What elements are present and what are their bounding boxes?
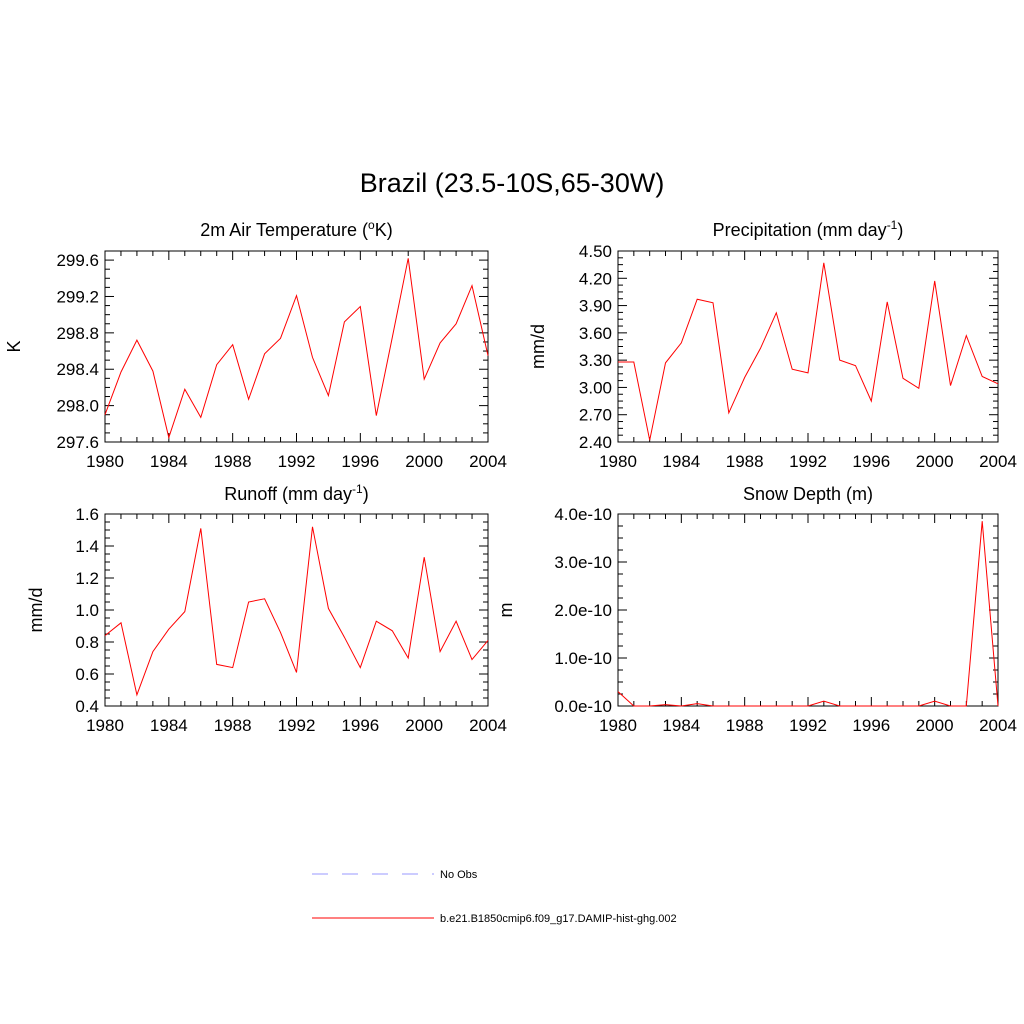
temperature-title: 2m Air Temperature (oK) — [200, 218, 392, 240]
temperature-ytick-label: 298.8 — [56, 324, 99, 343]
precipitation-ytick-label: 3.90 — [579, 297, 612, 316]
snow-depth-xtick-label: 1992 — [789, 716, 827, 735]
temperature-ytick-label: 298.4 — [56, 360, 99, 379]
runoff-xtick-label: 1988 — [214, 716, 252, 735]
snow-depth-ylabel: m — [496, 603, 516, 618]
temperature-xtick-label: 2004 — [469, 452, 507, 471]
precipitation-xtick-label: 1988 — [726, 452, 764, 471]
temperature-xtick-label: 1988 — [214, 452, 252, 471]
precipitation-xtick-label: 2000 — [916, 452, 954, 471]
snow-depth-xtick-label: 2004 — [979, 716, 1017, 735]
snow-depth-xtick-label: 1988 — [726, 716, 764, 735]
precipitation-xtick-label: 1996 — [852, 452, 890, 471]
runoff-ytick-label: 0.6 — [75, 665, 99, 684]
temperature-series-line — [104, 258, 489, 440]
temperature-xtick-label: 1984 — [150, 452, 188, 471]
panel-temperature: 1980 1984 1988 1992 1996 2000 2004 297.6 298.0 29… — [4, 218, 507, 471]
runoff-ytick-label: 1.4 — [75, 537, 99, 556]
runoff-xtick-label: 1992 — [278, 716, 316, 735]
snow-depth-title: Snow Depth (m) — [743, 484, 873, 504]
figure-title: Brazil (23.5-10S,65-30W) — [359, 168, 665, 198]
snow-depth-ytick-label: 4.0e-10 — [554, 505, 612, 524]
precipitation-ytick-label: 3.60 — [579, 324, 612, 343]
temperature-xtick-label: 1996 — [341, 452, 379, 471]
precipitation-xtick-label: 1984 — [662, 452, 700, 471]
snow-depth-ytick-label: 0.0e-10 — [554, 697, 612, 716]
panel-precipitation: 1980 1984 1988 1992 1996 2000 2004 2.40 2.70 3.00… — [528, 218, 1017, 471]
temperature-xtick-label: 1980 — [86, 452, 124, 471]
runoff-ylabel: mm/d — [26, 588, 46, 633]
runoff-ytick-label: 0.8 — [75, 633, 99, 652]
snow-depth-series-line — [617, 521, 999, 707]
precipitation-series-line — [618, 262, 999, 441]
precipitation-ytick-label: 2.70 — [579, 406, 612, 425]
snow-depth-xtick-label: 1984 — [662, 716, 700, 735]
temperature-ylabel: K — [4, 340, 24, 352]
runoff-ytick-label: 1.2 — [75, 569, 99, 588]
runoff-ytick-label: 1.6 — [75, 505, 99, 524]
snow-depth-ytick-label: 1.0e-10 — [554, 649, 612, 668]
snow-depth-ytick-label: 3.0e-10 — [554, 553, 612, 572]
precipitation-ytick-label: 2.40 — [579, 433, 612, 452]
precipitation-ytick-label: 4.50 — [579, 242, 612, 261]
temperature-ytick-label: 299.2 — [56, 287, 99, 306]
temperature-ytick-label: 299.6 — [56, 251, 99, 270]
precipitation-ytick-label: 4.20 — [579, 269, 612, 288]
snow-depth-ytick-label: 2.0e-10 — [554, 601, 612, 620]
precipitation-xtick-label: 1992 — [789, 452, 827, 471]
temperature-ytick-label: 298.0 — [56, 397, 99, 416]
runoff-plot-frame — [104, 513, 489, 707]
temperature-xtick-label: 1992 — [278, 452, 316, 471]
temperature-xtick-label: 2000 — [405, 452, 443, 471]
runoff-title: Runoff (mm day-1) — [224, 482, 368, 504]
precipitation-xtick-label: 2004 — [979, 452, 1017, 471]
snow-depth-xtick-label: 2000 — [916, 716, 954, 735]
runoff-xtick-label: 2000 — [405, 716, 443, 735]
snow-depth-xtick-label: 1996 — [852, 716, 890, 735]
runoff-ytick-label: 0.4 — [75, 697, 99, 716]
panel-snow-depth: 1980 1984 1988 1992 1996 2000 2004 0.0e-10 1.0e-… — [496, 484, 1017, 735]
runoff-ytick-label: 1.0 — [75, 601, 99, 620]
precipitation-xtick-label: 1980 — [599, 452, 637, 471]
runoff-series-line — [104, 526, 489, 697]
precipitation-ytick-label: 3.00 — [579, 378, 612, 397]
runoff-xtick-label: 1980 — [86, 716, 124, 735]
temperature-plot-frame — [104, 250, 489, 443]
temperature-ytick-label: 297.6 — [56, 433, 99, 452]
panel-runoff: 1980 1984 1988 1992 1996 2000 2004 0.4 0.6 0.8 1.0… — [26, 482, 507, 735]
precipitation-plot-frame — [617, 250, 999, 443]
precipitation-ytick-label: 3.30 — [579, 351, 612, 370]
runoff-xtick-label: 1996 — [341, 716, 379, 735]
precipitation-title: Precipitation (mm day-1) — [713, 218, 904, 240]
runoff-xtick-label: 1984 — [150, 716, 188, 735]
snow-depth-plot-frame — [617, 513, 999, 707]
precipitation-ylabel: mm/d — [528, 324, 548, 369]
snow-depth-xtick-label: 1980 — [599, 716, 637, 735]
runoff-xtick-label: 2004 — [469, 716, 507, 735]
